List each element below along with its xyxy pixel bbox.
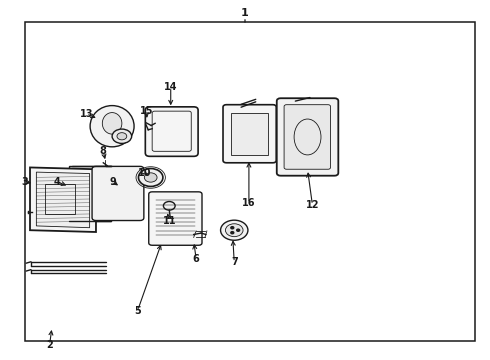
Text: 11: 11	[163, 216, 176, 226]
FancyBboxPatch shape	[149, 192, 202, 245]
Text: 4: 4	[53, 177, 60, 187]
FancyBboxPatch shape	[277, 98, 338, 176]
Text: 2: 2	[46, 340, 53, 350]
FancyBboxPatch shape	[92, 166, 144, 221]
Text: 14: 14	[164, 82, 177, 92]
Bar	[231, 113, 268, 155]
Ellipse shape	[102, 113, 122, 134]
Ellipse shape	[90, 105, 134, 147]
Circle shape	[145, 173, 157, 182]
Circle shape	[112, 129, 132, 143]
Bar	[45, 184, 75, 214]
Text: 15: 15	[140, 106, 153, 116]
Circle shape	[139, 168, 163, 186]
Circle shape	[117, 133, 127, 140]
Text: 7: 7	[231, 257, 238, 267]
FancyBboxPatch shape	[223, 105, 276, 163]
Text: 5: 5	[134, 306, 141, 316]
FancyBboxPatch shape	[284, 105, 331, 169]
Polygon shape	[36, 172, 90, 228]
Text: 13: 13	[79, 109, 93, 119]
Text: 9: 9	[110, 177, 117, 187]
FancyBboxPatch shape	[146, 107, 198, 156]
Circle shape	[237, 229, 240, 231]
Text: 1: 1	[241, 8, 249, 18]
Circle shape	[163, 202, 175, 210]
Circle shape	[231, 231, 234, 234]
Circle shape	[231, 227, 234, 229]
Text: 16: 16	[242, 198, 256, 208]
Text: 8: 8	[100, 146, 107, 156]
Text: 6: 6	[193, 254, 199, 264]
Text: 10: 10	[138, 168, 151, 178]
Circle shape	[225, 224, 243, 237]
Text: 3: 3	[22, 177, 28, 187]
Polygon shape	[30, 167, 96, 232]
Bar	[25, 22, 475, 341]
Circle shape	[220, 220, 248, 240]
Text: 12: 12	[306, 200, 319, 210]
Bar	[69, 166, 111, 221]
